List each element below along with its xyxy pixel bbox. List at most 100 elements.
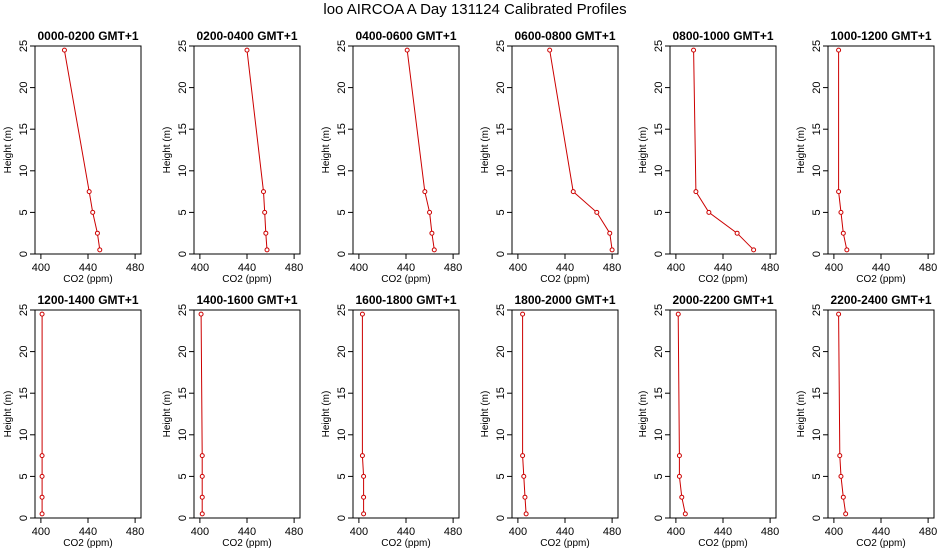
- y-tick-label: 0: [336, 515, 348, 521]
- x-axis-label: CO2 (ppm): [381, 274, 430, 285]
- y-tick-label: 25: [336, 40, 348, 52]
- y-tick-label: 0: [177, 515, 189, 521]
- y-tick-label: 0: [18, 251, 30, 257]
- y-tick-label: 25: [811, 40, 823, 52]
- chart-panel-2: 0200-0400 GMT+1 0 5 10 15 20 25 400 440 480 CO2 (p…: [162, 29, 303, 285]
- panel-title: 1600-1800 GMT+1: [355, 293, 456, 307]
- x-tick-label: 440: [238, 526, 256, 538]
- x-tick-label: 440: [79, 526, 97, 538]
- data-point: [838, 209, 844, 215]
- x-tick-label: 480: [126, 262, 144, 274]
- plot-frame: [669, 309, 777, 519]
- data-point: [676, 453, 682, 459]
- plot-frame: [352, 45, 460, 255]
- x-tick-label: 400: [509, 262, 527, 274]
- plot-frame: [827, 45, 935, 255]
- data-point: [361, 473, 367, 479]
- y-tick-label: 15: [177, 387, 189, 399]
- x-tick-label: 400: [667, 526, 685, 538]
- data-point: [39, 473, 45, 479]
- y-axis-label: Height (m): [796, 127, 807, 174]
- panel-title: 1400-1600 GMT+1: [196, 293, 297, 307]
- data-point: [263, 230, 269, 236]
- y-tick-label: 15: [18, 123, 30, 135]
- y-tick-label: 10: [336, 429, 348, 441]
- data-point: [244, 47, 250, 53]
- x-tick-label: 480: [126, 526, 144, 538]
- x-tick-label: 440: [79, 262, 97, 274]
- y-tick-label: 10: [811, 429, 823, 441]
- x-tick-label: 480: [603, 526, 621, 538]
- profile-line: [838, 314, 847, 514]
- data-point: [844, 247, 850, 253]
- y-axis-label: Height (m): [3, 391, 14, 438]
- y-tick-label: 5: [495, 209, 507, 215]
- y-tick-label: 5: [653, 209, 665, 215]
- data-point: [404, 47, 410, 53]
- x-axis-label: CO2 (ppm): [222, 274, 271, 285]
- figure-title: loo AIRCOA A Day 131124 Calibrated Profi…: [323, 1, 627, 18]
- profile-line: [522, 314, 527, 514]
- profile-line: [693, 50, 754, 251]
- x-tick-label: 480: [444, 262, 462, 274]
- x-axis-label: CO2 (ppm): [540, 538, 589, 549]
- y-tick-label: 25: [653, 304, 665, 316]
- x-tick-label: 440: [556, 262, 574, 274]
- y-tick-label: 20: [811, 81, 823, 93]
- y-tick-label: 10: [177, 429, 189, 441]
- x-axis-label: CO2 (ppm): [856, 538, 905, 549]
- data-point: [359, 453, 365, 459]
- y-tick-label: 0: [653, 515, 665, 521]
- data-point: [840, 230, 846, 236]
- plot-frame: [34, 45, 142, 255]
- y-tick-label: 10: [495, 165, 507, 177]
- chart-panel-9: 1600-1800 GMT+1 0 5 10 15 20 25 400 440 480 CO2 (p…: [321, 293, 462, 549]
- y-tick-label: 10: [336, 165, 348, 177]
- x-axis-label: CO2 (ppm): [540, 274, 589, 285]
- y-tick-label: 15: [653, 387, 665, 399]
- y-tick-label: 10: [495, 429, 507, 441]
- data-point: [838, 473, 844, 479]
- data-point: [198, 311, 204, 317]
- data-point: [837, 453, 843, 459]
- y-tick-label: 0: [18, 515, 30, 521]
- y-axis-label: Height (m): [796, 391, 807, 438]
- y-axis-label: Height (m): [638, 127, 649, 174]
- y-tick-label: 10: [18, 165, 30, 177]
- y-tick-label: 5: [177, 473, 189, 479]
- data-point: [679, 494, 685, 500]
- chart-panel-12: 2200-2400 GMT+1 0 5 10 15 20 25 400 440 480 CO2 (p…: [796, 293, 937, 549]
- y-tick-label: 25: [18, 304, 30, 316]
- y-tick-label: 5: [18, 473, 30, 479]
- y-tick-label: 20: [653, 345, 665, 357]
- x-tick-label: 400: [350, 526, 368, 538]
- data-point: [675, 311, 681, 317]
- plot-frame: [511, 309, 619, 519]
- y-tick-label: 25: [177, 304, 189, 316]
- y-tick-label: 5: [811, 473, 823, 479]
- data-point: [260, 189, 266, 195]
- data-point: [422, 189, 428, 195]
- data-point: [594, 209, 600, 215]
- y-tick-label: 0: [811, 251, 823, 257]
- chart-panel-10: 1800-2000 GMT+1 0 5 10 15 20 25 400 440 480 CO2 (p…: [480, 293, 621, 549]
- data-point: [840, 494, 846, 500]
- data-point: [836, 311, 842, 317]
- y-tick-label: 5: [177, 209, 189, 215]
- y-tick-label: 20: [336, 345, 348, 357]
- chart-panel-3: 0400-0600 GMT+1 0 5 10 15 20 25 400 440 480 CO2 (p…: [321, 29, 462, 285]
- data-point: [570, 189, 576, 195]
- x-tick-label: 480: [919, 262, 937, 274]
- data-point: [97, 247, 103, 253]
- y-tick-label: 15: [495, 123, 507, 135]
- data-point: [39, 494, 45, 500]
- chart-panel-6: 1000-1200 GMT+1 0 5 10 15 20 25 400 440 480 CO2 (p…: [796, 29, 937, 285]
- data-point: [39, 511, 45, 517]
- profile-line: [549, 50, 613, 250]
- data-point: [94, 230, 100, 236]
- y-tick-label: 0: [177, 251, 189, 257]
- chart-panel-8: 1400-1600 GMT+1 0 5 10 15 20 25 400 440 480 CO2 (p…: [162, 293, 303, 549]
- data-point: [836, 47, 842, 53]
- x-tick-label: 480: [761, 262, 779, 274]
- x-tick-label: 440: [714, 262, 732, 274]
